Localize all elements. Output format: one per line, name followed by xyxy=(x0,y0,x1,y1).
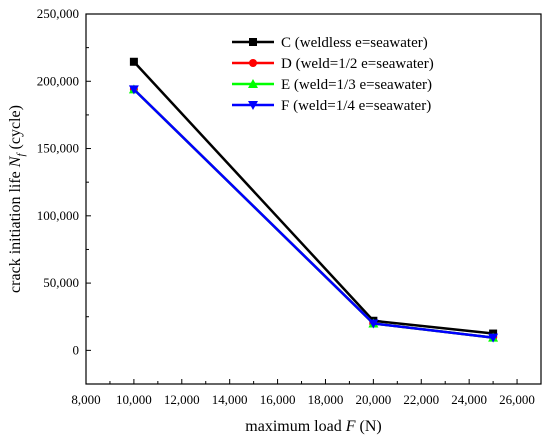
data-point xyxy=(129,57,138,66)
series-1 xyxy=(129,85,498,342)
legend-marker xyxy=(249,59,257,67)
data-point xyxy=(368,319,379,329)
x-axis-ticks: 8,000 10,000 12,000 14,000 16,000 18,000 20,00… xyxy=(71,379,535,407)
legend-label: D (weld=1/2 e=seawater) xyxy=(281,56,434,72)
x-tick-label: 22,000 xyxy=(403,392,439,407)
plot-frame xyxy=(85,13,542,385)
legend: C (weldless e=seawater) D (weld=1/2 e=sea… xyxy=(232,35,434,114)
x-tick-label: 10,000 xyxy=(116,392,152,407)
y-tick-label: 250,000 xyxy=(37,6,79,21)
series-line xyxy=(133,88,494,339)
x-tick-label: 8,000 xyxy=(71,392,100,407)
legend-item: E (weld=1/3 e=seawater) xyxy=(232,77,432,93)
legend-label: C (weldless e=seawater) xyxy=(281,35,428,51)
legend-marker xyxy=(248,101,258,110)
x-tick-label: 18,000 xyxy=(308,392,344,407)
legend-item: D (weld=1/2 e=seawater) xyxy=(232,56,434,72)
series-line xyxy=(133,88,494,339)
series-line xyxy=(133,88,494,339)
y-tick-label: 200,000 xyxy=(37,73,79,88)
x-tick-label: 26,000 xyxy=(499,392,535,407)
x-axis-label: maximum load F (N) xyxy=(245,418,381,435)
legend-item: C (weldless e=seawater) xyxy=(232,35,428,51)
y-tick-label: 150,000 xyxy=(37,141,79,156)
legend-item: F (weld=1/4 e=seawater) xyxy=(232,98,431,114)
x-tick-label: 20,000 xyxy=(355,392,391,407)
series-3 xyxy=(128,85,499,343)
series-2 xyxy=(128,84,499,342)
legend-label: E (weld=1/3 e=seawater) xyxy=(281,77,432,93)
y-tick-label: 50,000 xyxy=(43,275,79,290)
y-axis-ticks: 0 50,000 100,000 150,000 200,000 250,000 xyxy=(37,6,91,385)
x-tick-label: 12,000 xyxy=(164,392,200,407)
x-tick-label: 14,000 xyxy=(212,392,248,407)
legend-marker xyxy=(249,38,257,46)
data-point xyxy=(128,85,139,95)
y-tick-label: 100,000 xyxy=(37,208,79,223)
legend-label: F (weld=1/4 e=seawater) xyxy=(281,98,431,114)
x-tick-label: 16,000 xyxy=(260,392,296,407)
y-axis-label: crack initiation life Nf (cycle) xyxy=(7,105,27,293)
x-tick-label: 24,000 xyxy=(451,392,487,407)
y-tick-label: 0 xyxy=(73,342,80,357)
legend-marker xyxy=(248,79,258,88)
series-layer xyxy=(128,57,499,343)
data-point xyxy=(488,333,499,343)
